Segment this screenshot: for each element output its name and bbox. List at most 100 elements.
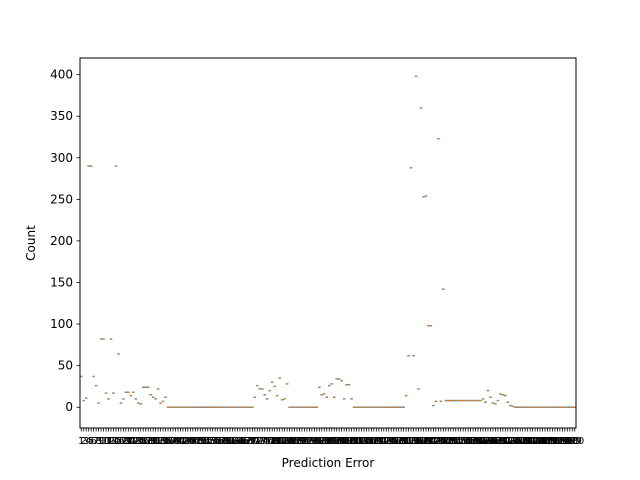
- x-tick-label-60: 60: [221, 436, 234, 447]
- x-tick-label-28: 28: [142, 436, 155, 447]
- y-tick-label-100: 100: [50, 317, 73, 331]
- x-tick-label-113: 113: [349, 436, 368, 447]
- x-tick-label-192: 192: [545, 436, 564, 447]
- x-tick-label-182: 182: [521, 436, 540, 447]
- x-tick-label-49: 49: [194, 436, 207, 447]
- x-tick-label-58: 58: [216, 436, 229, 447]
- x-tick-label-73: 73: [253, 436, 266, 447]
- x-tick-label-198: 198: [560, 436, 579, 447]
- x-tick-label-105: 105: [330, 436, 349, 447]
- x-tick-label-46: 46: [186, 436, 199, 447]
- x-tick-label-150: 150: [441, 436, 460, 447]
- x-tick-label-127: 127: [384, 436, 403, 447]
- x-tick-label-50: 50: [196, 436, 209, 447]
- x-tick-label-180: 180: [516, 436, 535, 447]
- x-tick-label-181: 181: [518, 436, 537, 447]
- x-tick-label-35: 35: [159, 436, 172, 447]
- x-tick-label-20: 20: [122, 436, 135, 447]
- x-tick-label-13: 13: [105, 436, 118, 447]
- x-tick-label-53: 53: [204, 436, 217, 447]
- x-tick-label-106: 106: [332, 436, 351, 447]
- x-tick-label-199: 199: [563, 436, 582, 447]
- x-tick-label-10: 10: [97, 436, 110, 447]
- x-tick-label-137: 137: [409, 436, 428, 447]
- x-tick-label-189: 189: [538, 436, 557, 447]
- x-tick-label-82: 82: [276, 436, 289, 447]
- x-tick-label-22: 22: [127, 436, 140, 447]
- x-tick-label-122: 122: [372, 436, 391, 447]
- x-tick-label-9: 9: [98, 436, 104, 447]
- x-tick-label-154: 154: [451, 436, 470, 447]
- x-tick-label-71: 71: [248, 436, 261, 447]
- x-tick-label-63: 63: [229, 436, 242, 447]
- x-tick-label-173: 173: [498, 436, 517, 447]
- x-tick-label-72: 72: [251, 436, 264, 447]
- x-tick-label-98: 98: [315, 436, 328, 447]
- x-tick-label-140: 140: [416, 436, 435, 447]
- x-tick-label-77: 77: [263, 436, 276, 447]
- x-tick-label-5: 5: [88, 436, 94, 447]
- x-tick-label-169: 169: [488, 436, 507, 447]
- x-tick-label-177: 177: [508, 436, 527, 447]
- x-tick-label-136: 136: [406, 436, 425, 447]
- plot-frame: [79, 57, 577, 429]
- x-tick-label-160: 160: [466, 436, 485, 447]
- x-tick-label-186: 186: [530, 436, 549, 447]
- x-tick-label-152: 152: [446, 436, 465, 447]
- x-tick-label-117: 117: [359, 436, 378, 447]
- y-axis-label: Count: [24, 225, 38, 261]
- x-tick-label-172: 172: [496, 436, 515, 447]
- x-tick-label-195: 195: [553, 436, 572, 447]
- x-tick-label-167: 167: [483, 436, 502, 447]
- x-tick-label-130: 130: [392, 436, 411, 447]
- x-tick-label-93: 93: [303, 436, 316, 447]
- x-tick-label-129: 129: [389, 436, 408, 447]
- x-tick-label-94: 94: [306, 436, 319, 447]
- x-tick-label-109: 109: [340, 436, 359, 447]
- x-axis-ticks: 1234567891011121314151617181920212223242…: [78, 428, 584, 447]
- y-tick-label-200: 200: [50, 234, 73, 248]
- x-tick-label-174: 174: [501, 436, 520, 447]
- x-tick-label-16: 16: [112, 436, 125, 447]
- x-tick-label-194: 194: [550, 436, 569, 447]
- x-tick-label-57: 57: [214, 436, 227, 447]
- x-tick-label-134: 134: [402, 436, 421, 447]
- x-tick-label-70: 70: [246, 436, 259, 447]
- x-tick-label-56: 56: [211, 436, 224, 447]
- x-tick-label-188: 188: [535, 436, 554, 447]
- x-tick-label-146: 146: [431, 436, 450, 447]
- x-tick-label-191: 191: [543, 436, 562, 447]
- x-tick-label-133: 133: [399, 436, 418, 447]
- x-tick-label-17: 17: [115, 436, 128, 447]
- x-tick-label-142: 142: [421, 436, 440, 447]
- x-tick-label-83: 83: [278, 436, 291, 447]
- x-tick-label-68: 68: [241, 436, 254, 447]
- x-tick-label-141: 141: [419, 436, 438, 447]
- x-tick-label-138: 138: [411, 436, 430, 447]
- x-tick-label-193: 193: [548, 436, 567, 447]
- x-tick-label-123: 123: [374, 436, 393, 447]
- x-tick-label-51: 51: [199, 436, 212, 447]
- x-tick-label-33: 33: [154, 436, 167, 447]
- x-tick-label-149: 149: [439, 436, 458, 447]
- x-tick-label-26: 26: [137, 436, 150, 447]
- x-tick-label-36: 36: [162, 436, 175, 447]
- x-tick-label-91: 91: [298, 436, 311, 447]
- x-tick-label-7: 7: [93, 436, 99, 447]
- x-tick-label-12: 12: [102, 436, 115, 447]
- x-tick-label-139: 139: [414, 436, 433, 447]
- y-tick-label-400: 400: [50, 68, 73, 82]
- x-tick-label-97: 97: [313, 436, 326, 447]
- x-tick-label-45: 45: [184, 436, 197, 447]
- x-tick-label-162: 162: [471, 436, 490, 447]
- x-tick-label-112: 112: [347, 436, 366, 447]
- x-tick-label-148: 148: [436, 436, 455, 447]
- x-tick-label-184: 184: [526, 436, 545, 447]
- x-tick-label-88: 88: [291, 436, 304, 447]
- x-tick-label-168: 168: [486, 436, 505, 447]
- x-tick-label-111: 111: [344, 436, 363, 447]
- x-tick-label-39: 39: [169, 436, 182, 447]
- x-tick-label-18: 18: [117, 436, 130, 447]
- x-tick-label-147: 147: [434, 436, 453, 447]
